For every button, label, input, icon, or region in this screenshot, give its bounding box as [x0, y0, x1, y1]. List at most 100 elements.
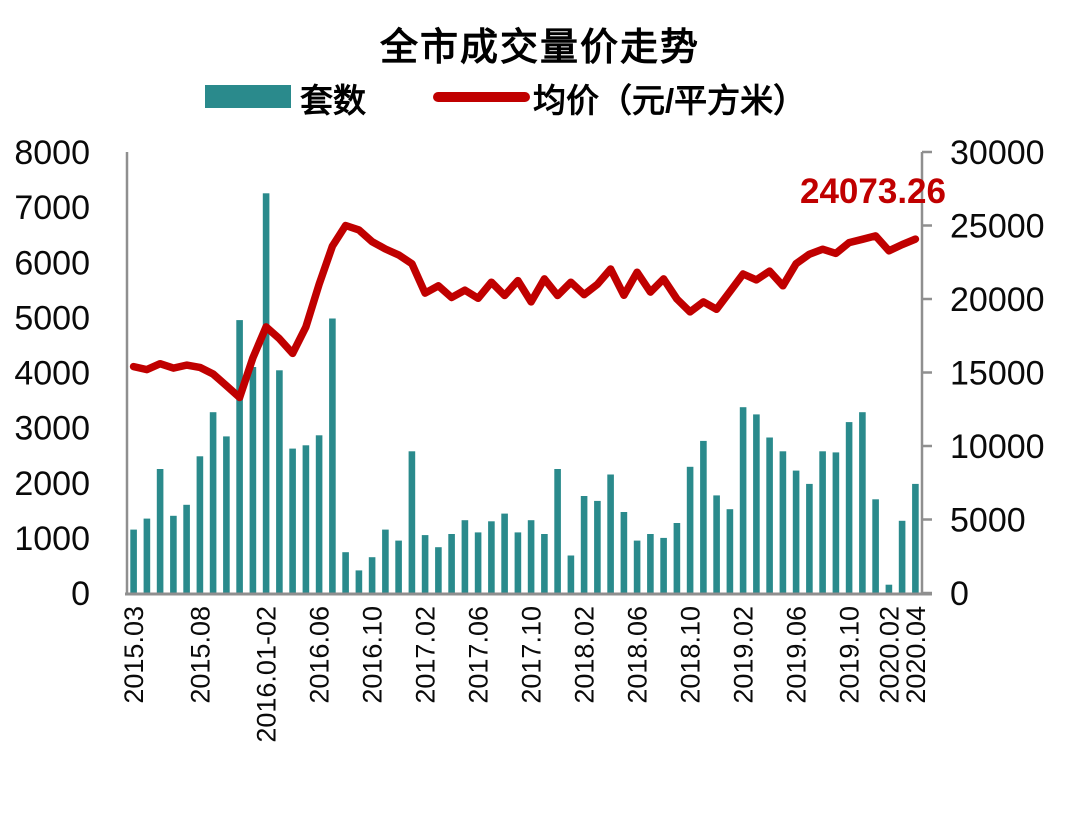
volume-bar [209, 412, 217, 593]
volume-bar [859, 412, 866, 593]
y-axis-label-left: 1000 [14, 520, 90, 558]
volume-bar [368, 557, 376, 593]
volume-bar [501, 513, 508, 593]
x-axis-label: 2016.01-02 [252, 606, 282, 743]
price-line [129, 221, 920, 402]
volume-bar [514, 532, 522, 593]
x-axis-label: 2015.03 [119, 606, 149, 704]
y-axis-label-left: 8000 [14, 134, 90, 172]
volume-bar [342, 552, 349, 593]
volume-bar [289, 448, 296, 593]
volume-bar [249, 367, 257, 593]
volume-bar [170, 515, 177, 593]
volume-bar [435, 547, 442, 593]
volume-bar [567, 555, 575, 593]
legend-price-label: 均价（元/平方米） [533, 82, 807, 119]
legend-bar-swatch [205, 85, 291, 108]
x-axis-label: 2018.06 [623, 606, 653, 704]
x-axis-label: 2016.10 [358, 606, 388, 704]
volume-bar [633, 540, 641, 593]
x-axis-label: 2019.02 [729, 606, 759, 704]
x-axis-label: 2020.04 [901, 606, 931, 704]
y-axis-label-left: 0 [71, 575, 90, 613]
volume-bar [156, 469, 164, 593]
last-price-annotation: 24073.26 [800, 172, 946, 211]
x-axis-label: 2019.06 [782, 606, 812, 704]
volume-bar [315, 435, 323, 593]
x-axis-label: 2018.02 [570, 606, 600, 704]
x-axis-label: 2019.10 [835, 606, 865, 704]
x-axis-label: 2017.02 [411, 606, 441, 704]
volume-bar [395, 540, 402, 593]
volume-bar [183, 504, 190, 593]
volume-bar [819, 451, 826, 593]
y-axis-label-left: 5000 [14, 299, 90, 337]
chart-title: 全市成交量价走势 [379, 27, 700, 69]
volume-bar [580, 496, 588, 593]
volume-bar [421, 535, 429, 593]
volume-bar [554, 469, 561, 593]
y-axis-label-right: 15000 [950, 355, 1045, 393]
volume-bar [700, 440, 707, 593]
volume-bar [885, 584, 893, 593]
y-axis-label-right: 20000 [950, 281, 1045, 319]
volume-bar [607, 474, 614, 593]
volume-bar [527, 520, 535, 593]
legend-line-swatch [433, 92, 530, 102]
y-axis-label-left: 2000 [14, 465, 90, 503]
volume-bar [845, 422, 853, 593]
volume-bar [276, 370, 283, 593]
volume-bar [766, 437, 773, 593]
volume-bar [872, 499, 879, 593]
volume-bar [713, 495, 720, 593]
x-axis-label: 2016.06 [305, 606, 335, 704]
volume-bar [236, 320, 243, 593]
y-axis-label-left: 3000 [14, 410, 90, 448]
y-axis-label-right: 5000 [950, 502, 1026, 540]
volume-bar [448, 534, 455, 593]
legend-volume-label: 套数 [300, 82, 366, 119]
volume-bar [726, 509, 734, 593]
x-axis-label: 2017.06 [464, 606, 494, 704]
volume-bar [488, 521, 495, 593]
x-axis-label: 2020.02 [874, 606, 904, 704]
y-axis-label-right: 25000 [950, 208, 1045, 246]
volume-bar [143, 518, 151, 593]
volume-bar [686, 466, 694, 593]
y-axis-label-right: 10000 [950, 428, 1045, 466]
volume-bar [408, 451, 416, 593]
volume-bar [898, 520, 906, 593]
volume-bar [541, 534, 548, 593]
volume-bar [329, 318, 336, 593]
volume-bar [832, 452, 840, 593]
volume-bar [461, 520, 469, 593]
x-axis-label: 2017.10 [517, 606, 547, 704]
volume-bar [806, 483, 813, 593]
volume-bar [302, 445, 310, 593]
y-axis-label-left: 7000 [14, 189, 90, 227]
volume-bar [792, 470, 800, 593]
y-axis-label-right: 0 [950, 575, 969, 613]
volume-bar [673, 523, 681, 593]
y-axis-label-left: 6000 [14, 244, 90, 282]
volume-bar [753, 414, 760, 593]
volume-bar [355, 570, 363, 593]
volume-bar [223, 436, 230, 593]
volume-bar [912, 483, 919, 593]
y-axis-label-right: 30000 [950, 134, 1045, 172]
y-axis-label-left: 4000 [14, 355, 90, 393]
volume-bar [660, 537, 667, 593]
x-axis-label: 2018.10 [676, 606, 706, 704]
x-axis-label: 2015.08 [185, 606, 215, 704]
volume-bar [196, 456, 204, 593]
volume-bar [779, 451, 787, 593]
volume-bar [474, 532, 482, 593]
volume-bar [739, 407, 747, 593]
volume-bar [262, 193, 270, 594]
volume-bar [594, 500, 601, 593]
volume-bar [382, 529, 389, 593]
volume-bar [647, 534, 654, 593]
volume-bar [620, 512, 628, 593]
